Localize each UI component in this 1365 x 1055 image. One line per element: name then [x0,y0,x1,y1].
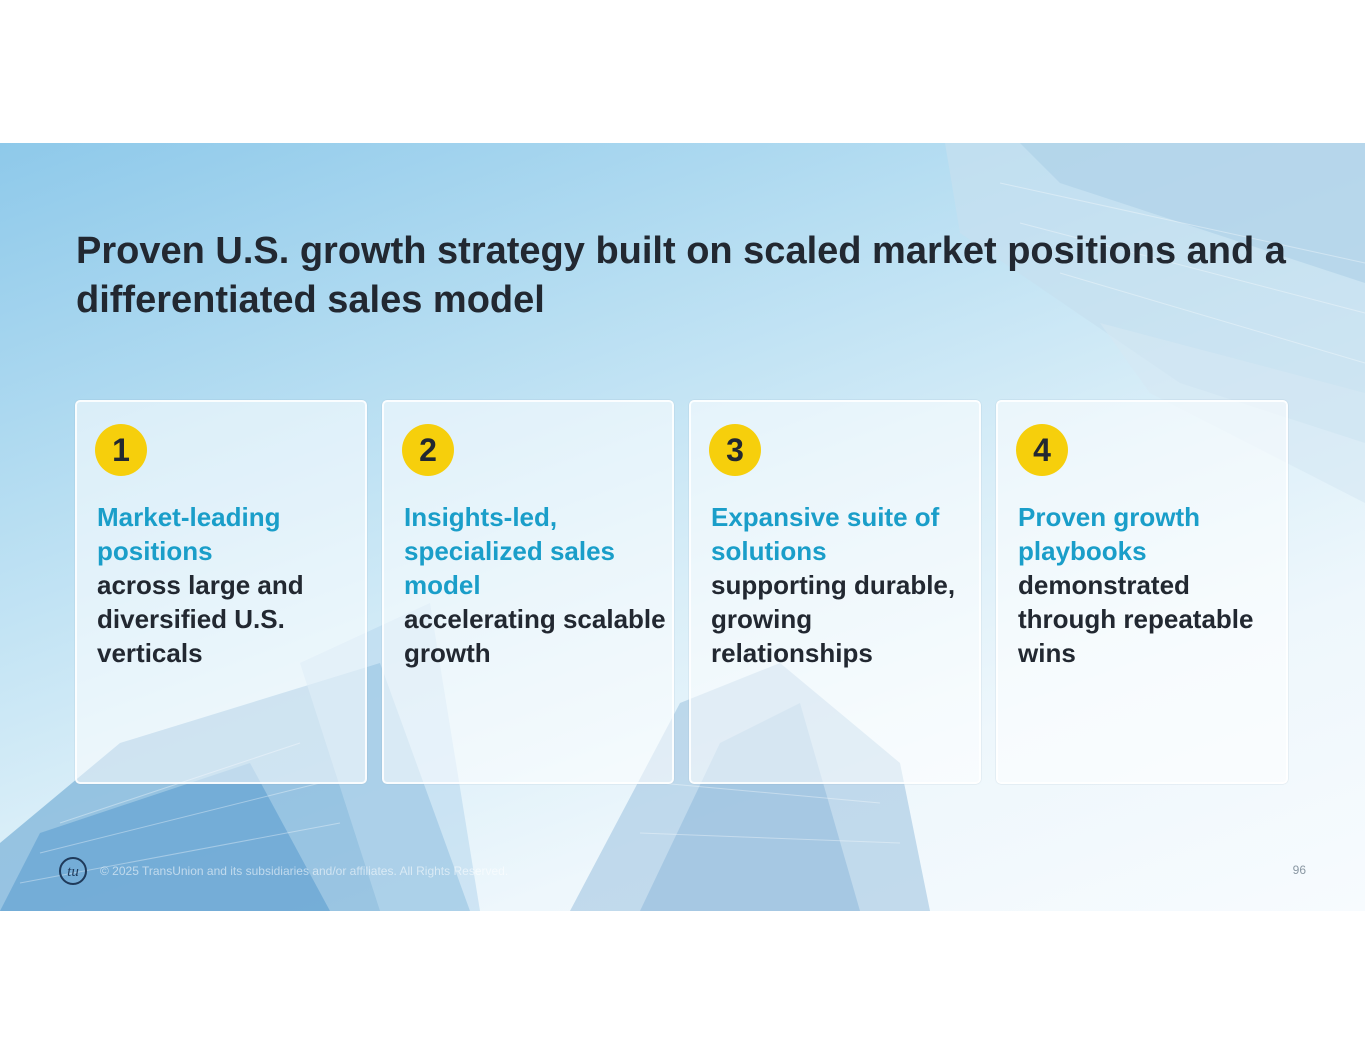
slide: Proven U.S. growth strategy built on sca… [0,143,1365,911]
strategy-card-2: 2 Insights-led, specialized sales model … [382,400,674,784]
svg-text:tu: tu [67,864,79,880]
transunion-logo-icon: tu [59,857,87,885]
page-number: 96 [1292,863,1306,877]
card-highlight: Market-leading positions [97,502,281,566]
card-body: accelerating scalable growth [404,604,666,668]
copyright-text: © 2025 TransUnion and its subsidiaries a… [100,864,509,878]
number-badge: 4 [1016,424,1068,476]
slide-title: Proven U.S. growth strategy built on sca… [76,230,1286,321]
card-text: Insights-led, specialized sales model ac… [404,500,666,670]
card-highlight: Proven growth playbooks [1018,502,1201,566]
number-badge: 3 [709,424,761,476]
number-badge: 2 [402,424,454,476]
card-highlight: Insights-led, specialized sales model [404,502,616,600]
card-body: across large and diversified U.S. vertic… [97,570,304,668]
strategy-card-4: 4 Proven growth playbooks demonstrated t… [996,400,1288,784]
number-badge: 1 [95,424,147,476]
card-body: demonstrated through repeatable wins [1018,570,1254,668]
card-text: Proven growth playbooks demonstrated thr… [1018,500,1280,670]
card-highlight: Expansive suite of solutions [711,502,940,566]
card-body: supporting durable, growing relationship… [711,570,956,668]
card-text: Market-leading positions across large an… [97,500,359,670]
strategy-card-3: 3 Expansive suite of solutions supportin… [689,400,981,784]
card-text: Expansive suite of solutions supporting … [711,500,973,670]
strategy-card-1: 1 Market-leading positions across large … [75,400,367,784]
